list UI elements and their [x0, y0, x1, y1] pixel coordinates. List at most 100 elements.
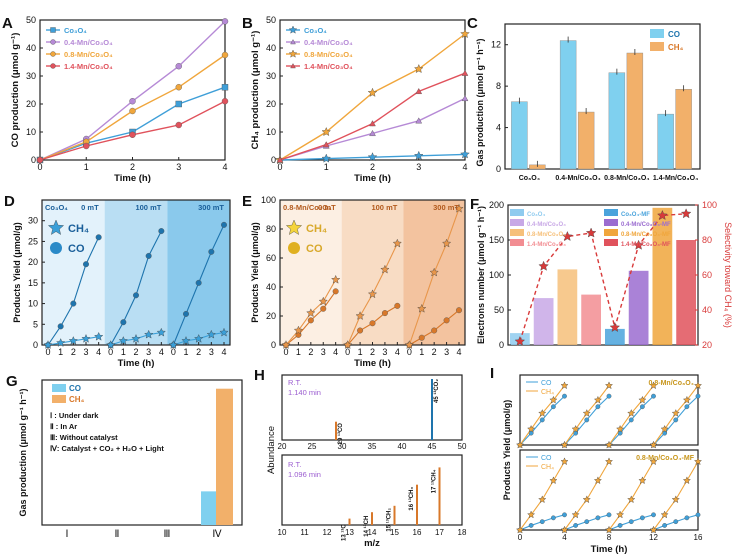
legend-entry: 0.4-Mn/Co₃O₄-MF — [621, 222, 671, 228]
y-tick-label: 10 — [266, 127, 276, 137]
peak-label: 16 ¹³CH₃ — [408, 487, 415, 511]
y-tick-label: 15 — [28, 278, 38, 288]
data-point — [628, 519, 634, 525]
y-axis-label: Gas production (μmol g⁻¹ h⁻¹) — [475, 39, 485, 167]
x-tick-label: 1 — [121, 347, 126, 357]
x-tick-label: 4 — [462, 162, 467, 172]
x-tick-label: 30 — [338, 442, 347, 451]
retention-time: R.T. — [288, 378, 301, 387]
data-point — [539, 519, 545, 525]
retention-time: 1.140 min — [288, 388, 321, 397]
data-point — [331, 274, 341, 284]
sample-label: 0.8-Mn/Co₃O₄ — [649, 380, 694, 387]
y-tick-label: 0 — [271, 155, 276, 165]
data-point — [318, 296, 328, 306]
legend-swatch — [52, 384, 66, 392]
data-point — [418, 334, 425, 341]
segment-label: 300 mT — [198, 203, 224, 212]
y-tick-label: 20 — [266, 99, 276, 109]
y-tick-label: 50 — [266, 15, 276, 25]
data-point — [649, 525, 658, 534]
y-tick-label: 30 — [28, 216, 38, 226]
sample-label: Co₃O₄ — [45, 203, 68, 212]
legend-entry: 0.8-Mn/Co₃O₄ — [527, 232, 566, 238]
data-point — [221, 97, 229, 105]
x-tick-label: 1 — [419, 347, 424, 357]
y-tick-label: 25 — [28, 236, 38, 246]
data-point — [219, 327, 229, 337]
panel-letter: E — [242, 193, 252, 210]
bar — [201, 491, 216, 525]
spectrum-frame — [281, 374, 463, 441]
x-tick-label: 2 — [370, 347, 375, 357]
data-point — [307, 317, 314, 324]
data-point — [673, 519, 679, 525]
segment-label: 0 mT — [81, 203, 99, 212]
x-tick-label: 3 — [382, 347, 387, 357]
data-point — [129, 97, 136, 105]
legend-entry: 0.4-Mn/Co₃O₄ — [64, 38, 113, 47]
data-point — [306, 308, 316, 318]
y-tick-label: 100 — [261, 195, 276, 205]
data-point — [332, 288, 339, 295]
legend-entry: Co₃O₄ — [64, 26, 87, 35]
y-tick-label: 30 — [26, 71, 36, 81]
data-point — [539, 417, 545, 423]
data-point — [95, 234, 102, 241]
panel-letter: F — [470, 196, 479, 213]
data-point — [628, 417, 634, 423]
data-point — [560, 457, 569, 466]
series-line — [564, 385, 610, 446]
y-axis-label: Electrons number (μmol g⁻¹ h⁻¹) — [476, 206, 486, 344]
bar — [559, 40, 577, 170]
data-point — [132, 292, 139, 299]
y-tick-label: 0 — [271, 340, 276, 350]
legend-star-icon — [285, 219, 303, 235]
data-point — [355, 311, 365, 320]
x-tick-label: 11 — [300, 528, 309, 537]
data-point — [593, 476, 602, 485]
legend-swatch — [604, 229, 618, 236]
bar — [557, 269, 578, 345]
y2-tick-label: 80 — [702, 235, 712, 245]
segment-background — [42, 200, 105, 345]
selectivity-marker — [633, 239, 644, 250]
x-tick-label: 0 — [277, 162, 282, 172]
data-point — [68, 336, 78, 345]
legend-entry: CO — [541, 380, 552, 387]
data-point — [442, 238, 452, 248]
data-point — [671, 409, 680, 417]
y2-tick-label: 60 — [702, 270, 712, 280]
y-tick-label: 150 — [489, 235, 504, 245]
panel-letter: D — [4, 193, 15, 210]
x-tick-label: 0 — [518, 533, 523, 542]
data-point — [221, 18, 229, 25]
legend-entry: 0.8-Mn/Co₃O₄ — [64, 50, 113, 59]
y-tick-label: 50 — [494, 305, 504, 315]
data-point — [56, 338, 66, 347]
data-point — [343, 340, 353, 349]
data-point — [415, 117, 423, 124]
data-point — [682, 395, 691, 404]
data-point — [158, 228, 165, 235]
data-point — [106, 340, 116, 349]
data-point — [120, 319, 127, 326]
data-point — [549, 395, 558, 404]
data-point — [367, 87, 378, 97]
data-point — [281, 340, 291, 349]
peak-label: 13 ¹³C — [341, 524, 348, 541]
bar — [581, 294, 601, 345]
legend-marker — [288, 49, 298, 58]
selectivity-marker — [562, 230, 573, 241]
x-tick-label: 1 — [324, 162, 329, 172]
legend-swatch — [604, 209, 618, 216]
legend-entry: CH₄ — [306, 223, 327, 235]
x-tick-label: 18 — [458, 528, 467, 537]
legend-marker — [50, 39, 56, 45]
legend-marker — [50, 27, 56, 33]
legend-entry: CH₄ — [69, 395, 85, 404]
data-point — [562, 393, 567, 399]
data-point — [461, 94, 469, 102]
legend-entry: 0.8-Mn/Co₃O₄-MF — [621, 232, 671, 238]
category-label: 1.4-Mn/Co₃O₄ — [653, 175, 698, 182]
